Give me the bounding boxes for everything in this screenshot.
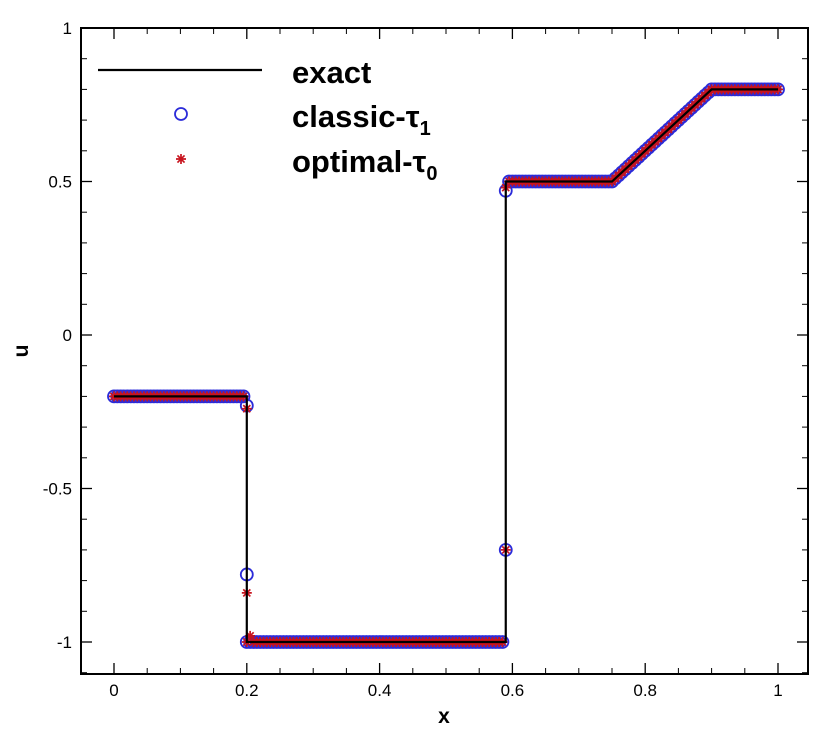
x-tick-label: 0.6 <box>501 681 525 700</box>
optimal-point <box>245 630 256 641</box>
x-tick-label: 0.2 <box>235 681 259 700</box>
exact-line <box>114 88 778 644</box>
legend-label: classic-τ1 <box>292 99 431 140</box>
legend-label: exact <box>292 55 371 90</box>
legend-optimal-swatch <box>176 154 186 164</box>
data-marks <box>107 82 785 649</box>
x-tick-label: 0.4 <box>368 681 392 700</box>
plot-frame <box>80 27 809 675</box>
axis-ticks: 0 0.2 0.4 0.6 0.8 1 -1 -0.5 0 0.5 1 <box>43 19 808 700</box>
x-tick-label: 1 <box>773 681 782 700</box>
y-tick-label: -0.5 <box>43 480 72 499</box>
y-tick-label: 0.5 <box>48 173 72 192</box>
y-tick-label: 0 <box>63 326 72 345</box>
y-tick-label: -1 <box>57 633 72 652</box>
x-axis-title: x <box>438 705 450 728</box>
x-tick-label: 0.8 <box>633 681 657 700</box>
x-tick-label: 0 <box>109 681 118 700</box>
legend-label: optimal-τ0 <box>292 144 438 185</box>
y-tick-label: 1 <box>63 19 72 38</box>
legend-classic-swatch <box>174 107 188 121</box>
y-axis-title: u <box>10 345 33 358</box>
